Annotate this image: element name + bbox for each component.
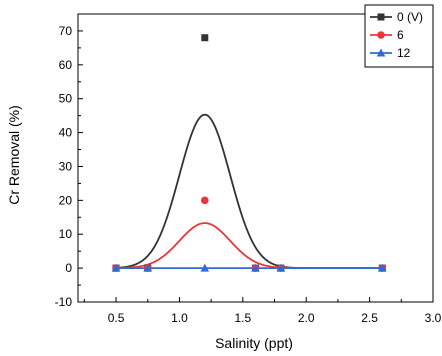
x-tick-label: 1.0	[171, 311, 188, 325]
y-tick-label: 0	[65, 261, 72, 275]
y-axis-title: Cr Removal (%)	[6, 105, 22, 205]
axis-ticks: 0.5 1.0 1.5 2.0 2.5 3.0 -10 0 10 20 30 40 50 60 70	[55, 24, 442, 325]
fit-curve-0 (V)	[115, 113, 383, 270]
y-tick-label: 20	[59, 193, 73, 207]
legend-label: 12	[397, 46, 411, 60]
y-tick-label: 40	[59, 126, 73, 140]
y-tick-label: 10	[59, 227, 73, 241]
legend-marker	[376, 48, 386, 57]
y-tick-label: 30	[59, 159, 73, 173]
data-point	[143, 263, 153, 272]
y-tick-label: -10	[55, 295, 73, 309]
legend-box	[364, 4, 434, 68]
plot-border	[77, 13, 434, 303]
plot-area	[77, 13, 434, 303]
data-point	[377, 263, 387, 272]
x-tick-label: 2.0	[298, 311, 315, 325]
y-tick-label: 50	[59, 92, 73, 106]
data-point	[200, 196, 209, 205]
legend-marker	[377, 13, 385, 21]
x-tick-label: 0.5	[108, 311, 125, 325]
legend-label: 6	[397, 28, 404, 42]
y-tick-label: 60	[59, 58, 73, 72]
x-tick-label: 1.5	[234, 311, 251, 325]
y-tick-label: 70	[59, 24, 73, 38]
data-point	[111, 263, 121, 272]
data-markers	[111, 34, 387, 272]
x-axis-title: Salinity (ppt)	[215, 335, 293, 351]
fit-curves	[115, 113, 383, 270]
data-point	[200, 263, 210, 272]
legend-label: 0 (V)	[397, 10, 423, 24]
x-tick-label: 2.5	[361, 311, 378, 325]
data-point	[251, 263, 260, 272]
x-tick-label: 3.0	[425, 311, 442, 325]
data-point	[276, 263, 286, 272]
data-point	[201, 34, 209, 42]
legend: 0 (V) 6 12	[364, 4, 434, 68]
legend-marker	[377, 31, 385, 39]
